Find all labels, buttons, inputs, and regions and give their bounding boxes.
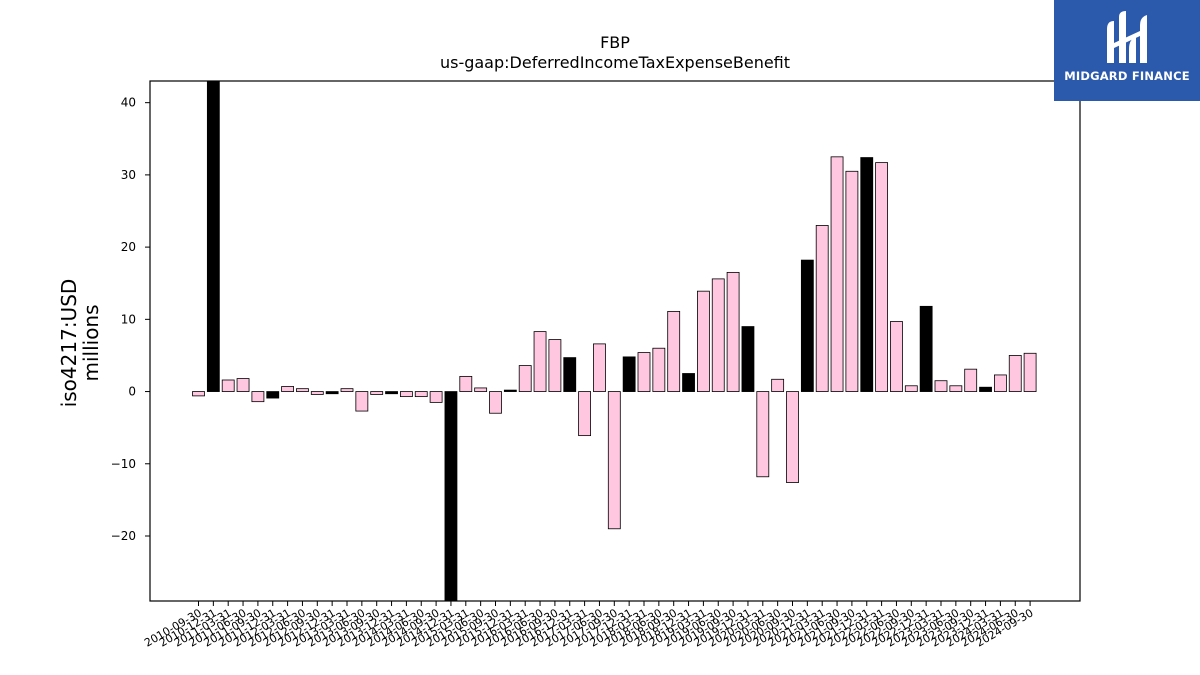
bar-2017-03-31 <box>578 391 591 437</box>
bar-2016-12-31 <box>563 357 577 392</box>
brand-logo: MIDGARD FINANCE <box>1054 0 1200 101</box>
logo-mark-icon <box>1107 11 1147 63</box>
y-axis-label-line1: iso4217:USD <box>57 279 81 408</box>
bar-2019-03-31 <box>697 290 710 392</box>
bar-2018-09-30 <box>667 310 681 392</box>
bar-2015-03-31 <box>459 375 473 392</box>
bar-2021-06-30 <box>830 156 844 392</box>
bar-2010-12-31 <box>206 80 220 392</box>
bar-2017-06-30 <box>593 343 606 392</box>
chart-subtitle: us-gaap:DeferredIncomeTaxExpenseBenefit <box>440 53 790 72</box>
bar-2010-09-30 <box>192 391 205 397</box>
y-tick-label: 20 <box>121 240 136 254</box>
bar-2015-06-30 <box>474 387 488 392</box>
y-axis-ticks: −20 −10 0 10 20 30 40 <box>111 96 150 543</box>
bar-2014-03-31 <box>399 391 413 398</box>
bar-2020-09-30 <box>786 391 799 483</box>
bar-2023-09-30 <box>964 368 978 392</box>
bar-2019-12-31 <box>741 326 755 392</box>
y-axis-label-line2: millions <box>79 304 103 381</box>
bar-2014-12-31 <box>444 391 458 602</box>
y-tick-label: 40 <box>121 96 136 110</box>
bar-2017-12-31 <box>622 356 636 392</box>
bar-2012-12-31 <box>325 391 339 395</box>
bar-2012-06-30 <box>296 388 309 392</box>
y-tick-label: 10 <box>121 312 136 326</box>
bar-2023-12-31 <box>979 386 992 392</box>
bar-2022-03-31 <box>875 162 888 392</box>
bar-2022-09-30 <box>904 385 918 392</box>
bar-2014-06-30 <box>414 391 428 398</box>
bar-2021-09-30 <box>845 170 859 392</box>
bar-2011-09-30 <box>251 391 265 403</box>
bar-2013-03-31 <box>340 388 354 392</box>
bar-2018-12-31 <box>682 373 695 392</box>
plot-frame <box>149 80 1081 602</box>
y-tick-label: 0 <box>128 385 136 399</box>
bar-2020-03-31 <box>756 391 770 478</box>
bar-2021-03-31 <box>815 225 829 392</box>
bar-2021-12-31 <box>860 157 874 392</box>
bar-2024-03-31 <box>994 374 1007 392</box>
bar-2023-03-31 <box>934 380 948 392</box>
bar-2024-09-30 <box>1023 352 1037 392</box>
y-axis-label: iso4217:USD millions <box>57 279 103 408</box>
y-tick-label: −10 <box>111 457 136 471</box>
logo-text: MIDGARD FINANCE <box>1064 69 1190 83</box>
bar-2013-06-30 <box>355 391 369 412</box>
bar-2016-06-30 <box>533 331 547 392</box>
bar-2019-09-30 <box>726 271 740 392</box>
bar-2011-06-30 <box>236 378 250 392</box>
bar-2015-09-30 <box>489 391 502 414</box>
bar-2013-09-30 <box>370 391 384 395</box>
bar-2020-12-31 <box>800 259 814 392</box>
bar-2024-06-30 <box>1008 355 1022 392</box>
bar-2015-12-31 <box>503 389 517 392</box>
bar-2018-06-30 <box>652 347 666 392</box>
x-axis-ticks: 2010-09-302010-12-312011-03-312011-06-30… <box>142 601 1036 650</box>
y-tick-label: 30 <box>121 168 136 182</box>
y-tick-label: −20 <box>111 529 136 543</box>
bar-2012-03-31 <box>281 386 295 392</box>
bar-2012-09-30 <box>310 391 324 395</box>
bars-layer <box>192 80 1037 602</box>
bar-2020-06-30 <box>771 378 785 392</box>
bar-2023-06-30 <box>949 385 963 392</box>
bar-2019-06-30 <box>711 278 725 392</box>
bar-2011-03-31 <box>221 379 235 392</box>
bar-2014-09-30 <box>429 391 443 403</box>
bar-2022-06-30 <box>890 321 903 392</box>
bar-2018-03-31 <box>637 352 651 392</box>
bar-2016-03-31 <box>518 365 532 392</box>
chart-title: FBP <box>600 33 630 52</box>
bar-2013-12-31 <box>385 391 398 395</box>
bar-2016-09-30 <box>548 339 562 392</box>
bar-2022-12-31 <box>919 305 933 392</box>
bar-2017-09-30 <box>607 391 621 530</box>
bar-2011-12-31 <box>266 391 280 399</box>
